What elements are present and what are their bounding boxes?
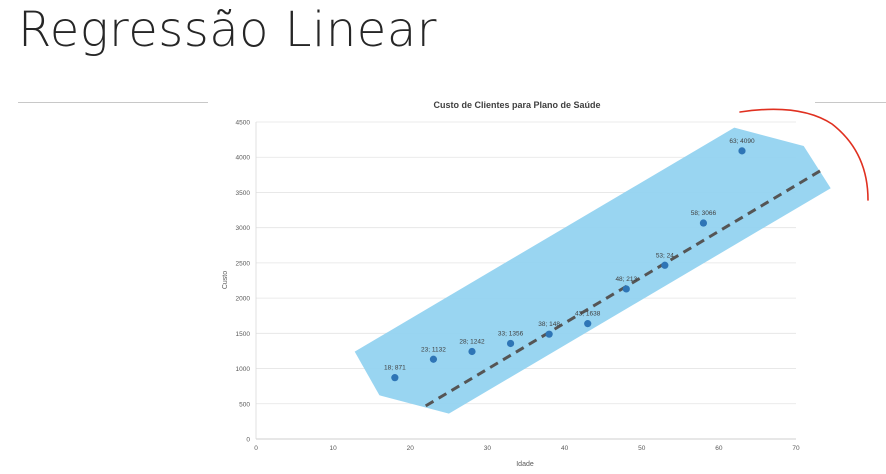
y-tick-label: 4000 (236, 155, 251, 162)
y-axis-label: Custo (222, 271, 229, 289)
y-tick-label: 1500 (236, 331, 251, 338)
x-tick-label: 10 (330, 445, 338, 452)
x-tick-label: 20 (407, 445, 415, 452)
data-point (699, 219, 708, 227)
x-tick-label: 50 (638, 445, 646, 452)
data-point (622, 285, 630, 293)
data-label: 38; 148 (538, 321, 560, 328)
x-axis-label: Idade (516, 461, 534, 468)
annotation-arc (739, 108, 869, 201)
y-tick-label: 2000 (236, 296, 251, 303)
data-point (738, 147, 746, 155)
data-label: 28; 1242 (459, 339, 485, 346)
y-tick-label: 0 (246, 437, 250, 444)
data-point (468, 347, 476, 356)
band-layer (354, 127, 831, 414)
data-label: 63; 4090 (729, 138, 755, 145)
data-label: 58; 3066 (691, 210, 717, 217)
highlight-band (354, 127, 831, 414)
axes: 0 10 20 30 40 50 60 70 (254, 122, 800, 452)
divider-right (815, 102, 886, 103)
data-label: 48; 213 (615, 276, 637, 283)
data-label: 43; 1638 (575, 311, 601, 318)
data-point (429, 355, 438, 363)
y-tick-label: 3000 (236, 225, 251, 232)
x-tick-label: 60 (715, 445, 723, 452)
slide-title: Regressão Linear (18, 2, 437, 58)
data-label: 23; 1132 (421, 346, 446, 353)
divider-left (18, 102, 208, 103)
y-tick-label: 1000 (236, 366, 251, 373)
y-tick-label: 500 (239, 401, 250, 408)
y-tick-label: 4500 (236, 120, 251, 127)
data-label: 53; 24 (656, 252, 674, 259)
x-tick-label: 30 (484, 445, 492, 452)
data-labels: 18; 871 23; 1132 28; 1242 33; 1356 38; 148 43… (384, 138, 755, 372)
y-tick-label: 3500 (236, 190, 251, 197)
data-point (661, 261, 669, 269)
data-point (391, 374, 399, 382)
data-point (545, 330, 553, 338)
chart-title: Custo de Clientes para Plano de Saúde (433, 100, 600, 110)
x-tick-label: 40 (561, 445, 569, 452)
data-point (584, 320, 592, 328)
x-tick-label: 0 (254, 445, 258, 452)
x-tick-label: 70 (792, 445, 800, 452)
data-label: 33; 1356 (498, 330, 524, 337)
y-tick-label: 2500 (236, 260, 251, 267)
data-points (391, 147, 746, 382)
data-point (506, 339, 515, 348)
data-label: 18; 871 (384, 365, 406, 372)
